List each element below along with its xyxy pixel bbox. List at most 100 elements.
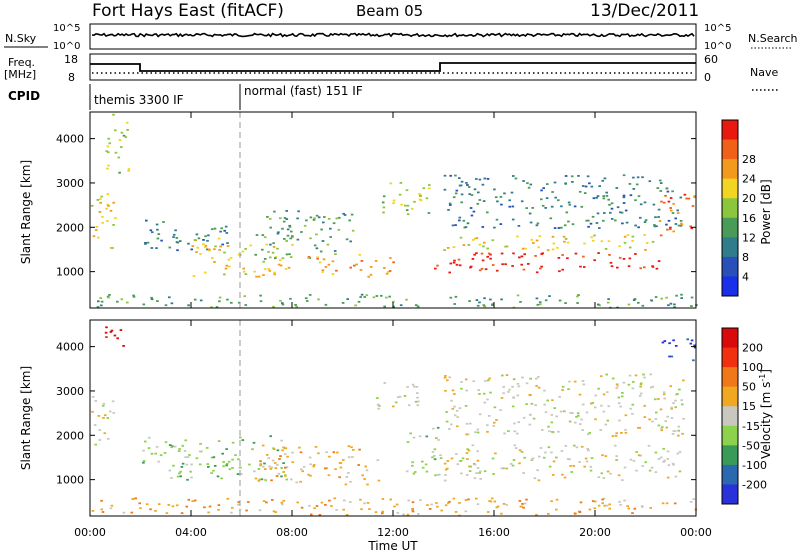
velocity-cell [530,402,534,405]
velocity-cell [270,479,273,482]
velocity-cell [281,449,284,452]
velocity-cell [618,500,621,503]
power-cell [272,246,276,248]
power-cell [567,220,570,223]
power-cell [631,235,635,238]
velocity-cell [660,427,663,430]
velocity-colorbar-tick: -50 [742,439,760,452]
power-cell [542,187,545,189]
velocity-cell [122,345,125,347]
velocity-cell [474,431,477,434]
velocity-cell [260,478,264,481]
velocity-cell [318,514,322,516]
x-tick-label: 00:00 [74,526,106,539]
power-cell [144,243,147,245]
velocity-cell [438,473,441,476]
power-cell [262,260,265,263]
velocity-cell [415,385,419,388]
velocity-cell [673,502,677,505]
power-cell [610,202,614,205]
velocity-cell [435,437,438,439]
velocity-cell [347,456,351,459]
power-cell [199,253,202,255]
velocity-cell [475,472,478,474]
velocity-cell [631,512,634,514]
power-cell [403,204,407,207]
power-cell [324,266,328,268]
velocity-cell [433,448,437,451]
velocity-cell [611,377,615,380]
power-cell [286,228,290,231]
velocity-cell [537,479,541,482]
velocity-cell [583,465,586,468]
velocity-cell [566,458,570,460]
power-cell [566,241,570,244]
power-cell [217,237,221,240]
velocity-cell [144,440,147,443]
velocity-cell [261,444,265,447]
power-cell [348,219,351,222]
power-cell [480,252,484,255]
velocity-cell [500,512,503,515]
velocity-cell [225,464,228,467]
velocity-cell [586,447,589,450]
power-cell [460,193,464,196]
velocity-cell [343,499,346,502]
power-cell [669,197,673,199]
velocity-cell [464,510,468,513]
cpid-mode-2: normal (fast) 151 IF [244,84,363,98]
power-cell [528,212,532,215]
power-cell [486,247,489,250]
power-cell [120,146,123,148]
power-cell [627,265,631,268]
power-cell [614,219,617,222]
velocity-cell [624,431,628,434]
power-cell [242,267,245,270]
velocity-colorbar-tick: -15 [742,420,760,433]
velocity-cell [168,444,172,446]
velocity-cell [555,498,559,501]
velocity-cell [666,476,670,479]
power-cell [244,248,247,250]
velocity-cell [617,396,621,399]
power-cell [122,134,126,137]
velocity-cell [641,465,645,467]
velocity-panel-frame [89,319,697,517]
power-cell [460,201,463,204]
power-cell [168,296,171,299]
velocity-cell [258,509,262,512]
power-cell [637,195,641,198]
power-cell [349,266,352,269]
power-cell [634,199,637,202]
velocity-cell [407,499,410,502]
power-cell [657,216,660,218]
velocity-cell [487,379,490,382]
velocity-cell [472,380,476,383]
power-cell [625,221,629,224]
velocity-cell [500,397,504,399]
velocity-cell [599,429,602,431]
velocity-cell [131,498,135,500]
velocity-cell [681,403,684,406]
power-cell [354,304,357,307]
power-cell [187,304,190,307]
velocity-cell [576,412,580,415]
power-colorbar-swatch [722,159,738,180]
velocity-cell [434,474,437,477]
power-cell [689,225,692,228]
velocity-cell [365,469,369,472]
power-cell [241,250,245,253]
velocity-cell [412,436,416,439]
velocity-cell [446,467,449,470]
velocity-cell [617,402,621,405]
velocity-cell [207,511,210,514]
noise-left-tick-top: 10^5 [53,23,80,34]
velocity-cell [590,457,594,459]
velocity-cell [334,468,337,471]
power-cell [553,227,557,229]
power-cell [458,177,461,179]
velocity-cell [184,439,187,442]
velocity-cell [563,410,566,413]
velocity-cell [189,470,192,473]
velocity-cell [164,441,168,444]
